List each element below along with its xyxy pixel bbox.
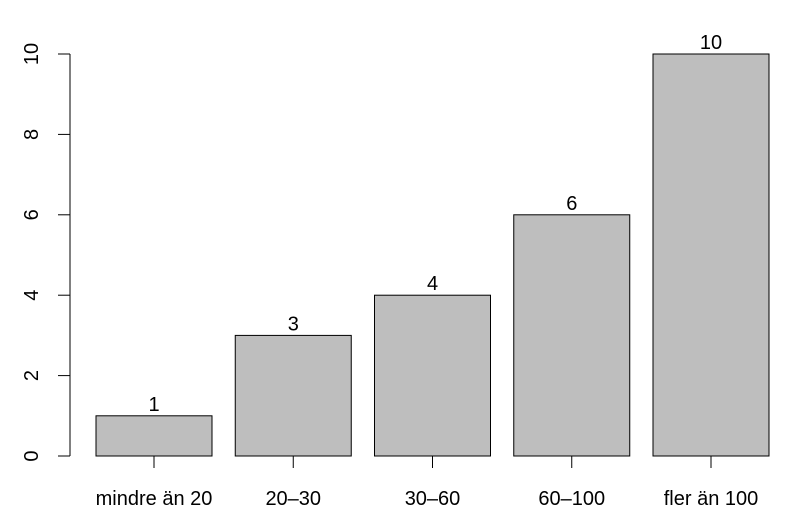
data-label: 3 bbox=[288, 313, 299, 335]
y-tick-label: 2 bbox=[21, 370, 43, 381]
y-tick-label: 0 bbox=[21, 450, 43, 461]
bar bbox=[513, 214, 631, 457]
data-label: 6 bbox=[566, 193, 577, 215]
data-label: 10 bbox=[700, 32, 722, 54]
x-tick-label: 30–60 bbox=[405, 488, 461, 510]
bar bbox=[374, 294, 491, 457]
y-tick-label: 6 bbox=[21, 209, 43, 220]
x-tick-label: mindre än 20 bbox=[96, 488, 213, 510]
y-tick-label: 8 bbox=[21, 129, 43, 140]
y-tick-label: 10 bbox=[21, 43, 43, 65]
bar bbox=[652, 53, 770, 457]
x-tick-label: 60–100 bbox=[538, 488, 605, 510]
bar bbox=[234, 334, 352, 457]
data-label: 1 bbox=[148, 394, 159, 416]
bar bbox=[95, 415, 213, 457]
x-tick-label: fler än 100 bbox=[664, 488, 759, 510]
data-label: 4 bbox=[427, 273, 438, 295]
x-tick-label: 20–30 bbox=[265, 488, 321, 510]
y-tick-label: 4 bbox=[21, 290, 43, 301]
